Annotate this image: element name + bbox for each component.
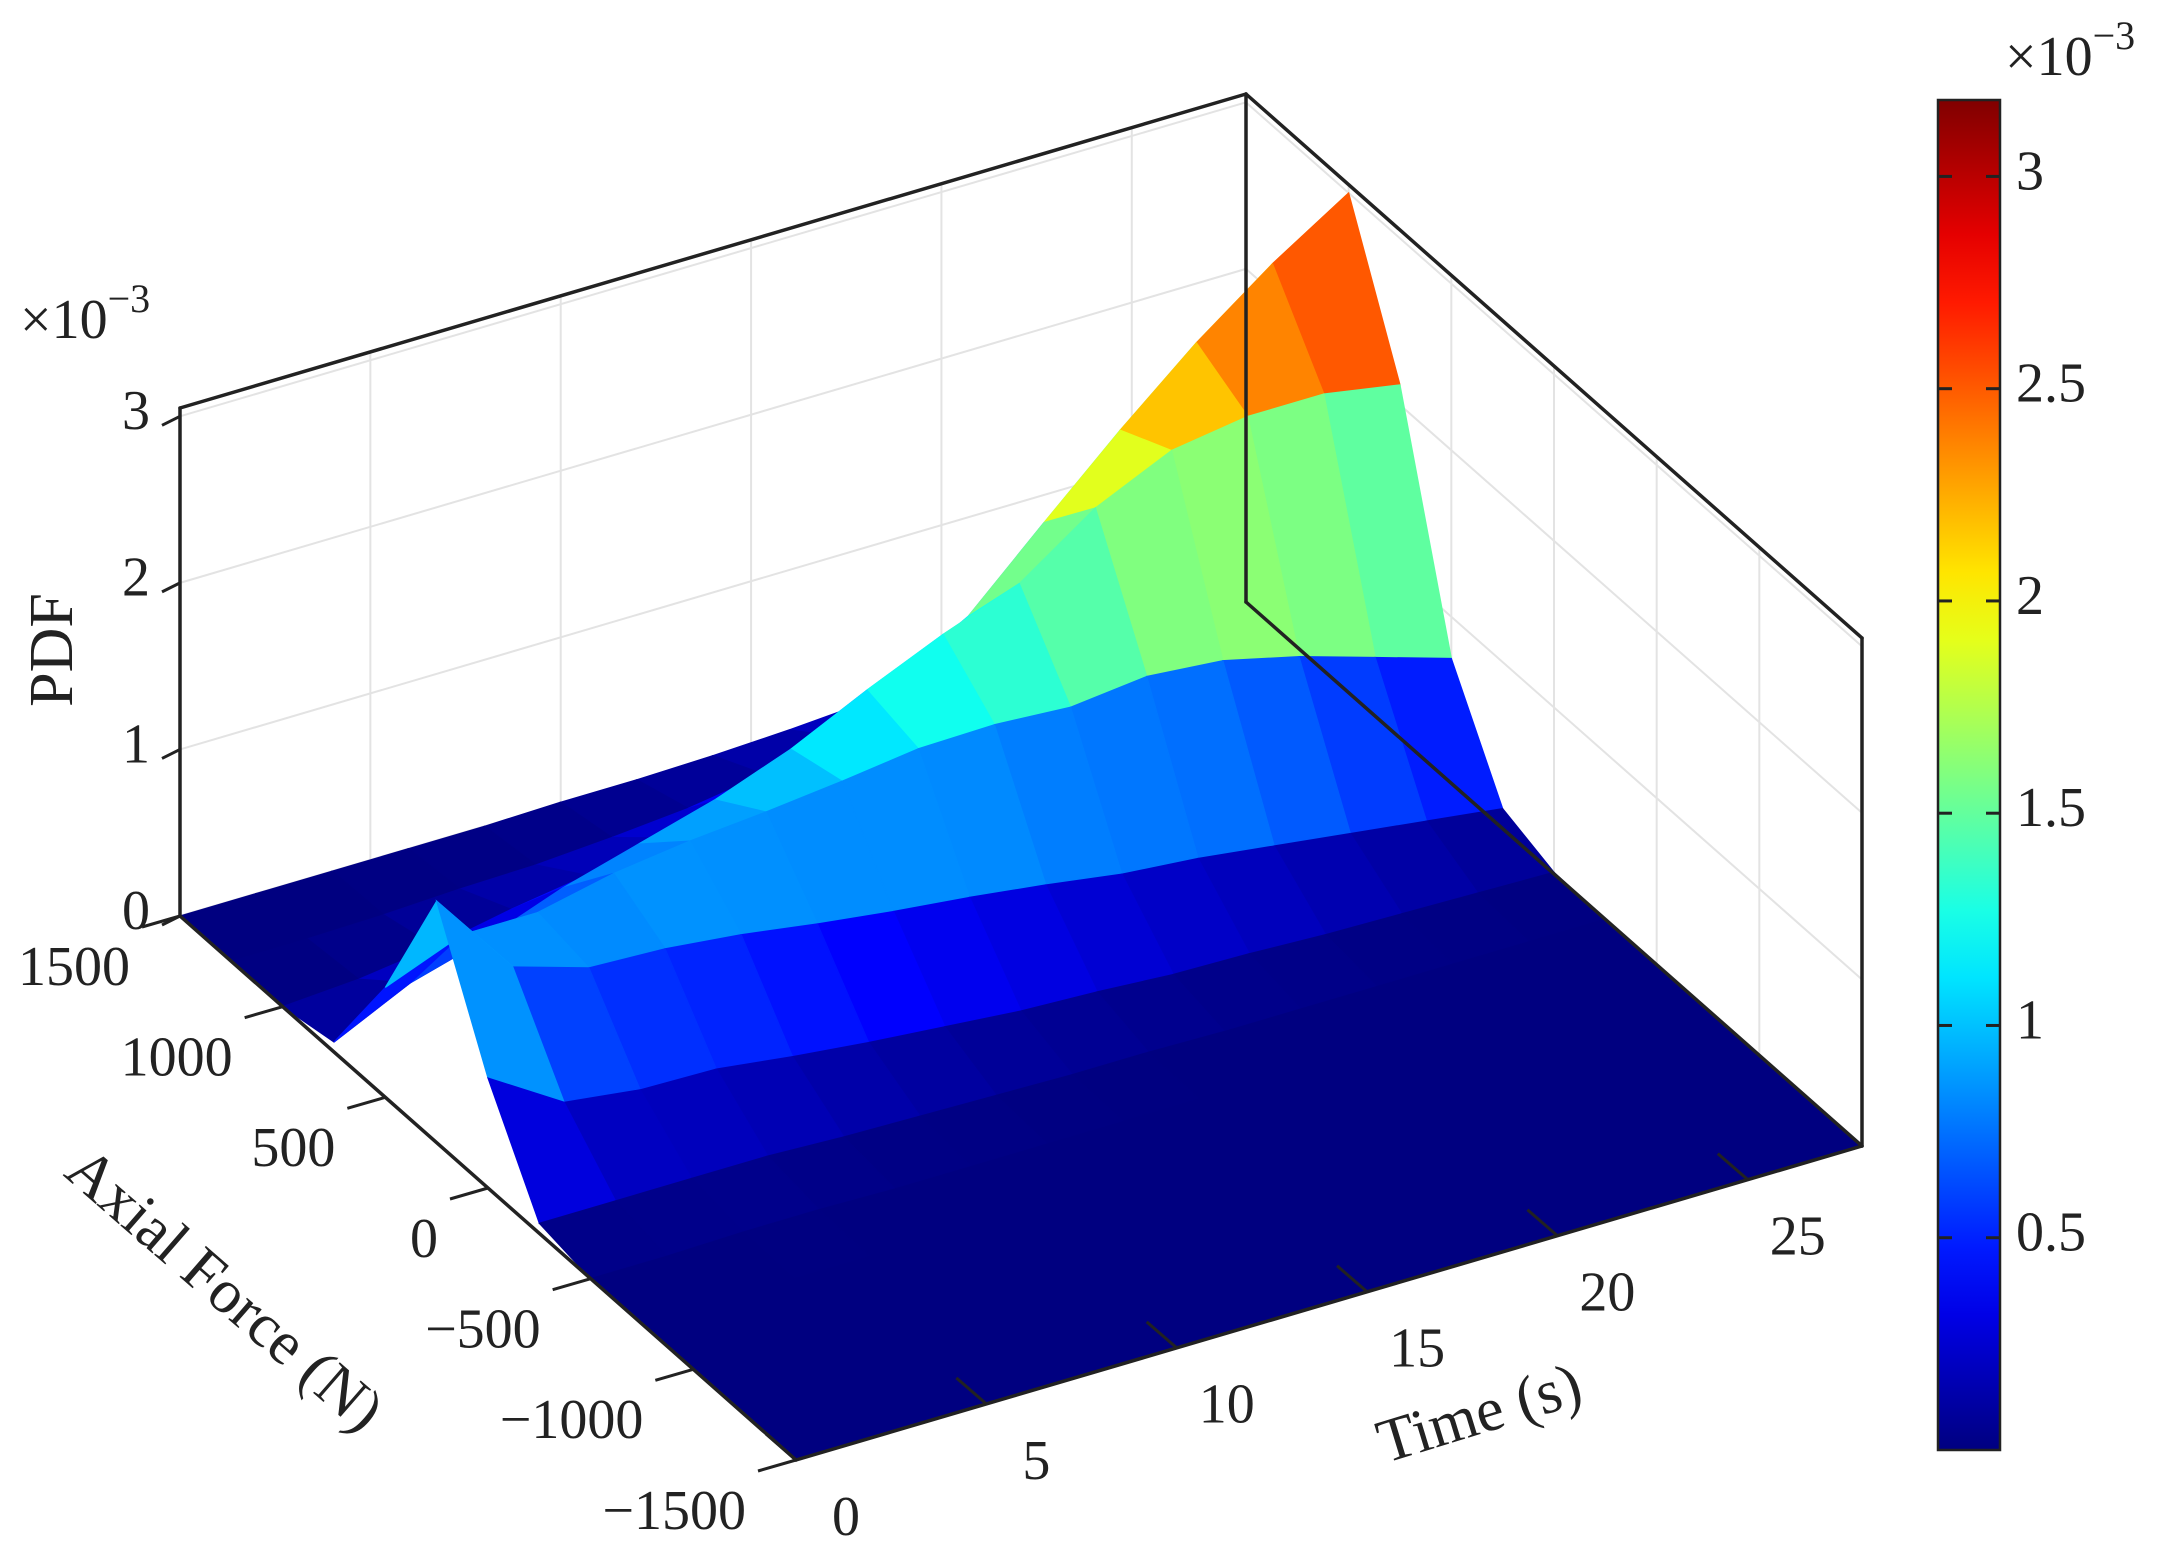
z-grid-line	[179, 434, 1247, 751]
colorbar-scale	[1936, 98, 2002, 1452]
y-tick	[141, 914, 181, 929]
colorbar-multiplier: ×10−3	[2005, 13, 2135, 88]
colorbar-tick-label: 3	[2016, 140, 2044, 202]
x-tick-label: 0	[832, 1486, 860, 1548]
y-tick-label: 1500	[18, 936, 130, 998]
z-grid-line	[179, 101, 1247, 418]
z-tick-label: 0	[122, 880, 150, 942]
z-multiplier-base: ×10	[20, 289, 108, 351]
z-multiplier: ×10−3	[20, 276, 150, 351]
z-tick-label: 3	[122, 380, 150, 442]
colorbar-tick-label: 2	[2016, 565, 2044, 627]
x-tick-label: 25	[1770, 1205, 1826, 1267]
y-tick	[244, 1005, 284, 1020]
y-tick-label: −500	[425, 1299, 541, 1361]
y-tick	[449, 1186, 489, 1201]
colorbar-tick-label: 1.5	[2016, 777, 2086, 839]
x-tick	[955, 1376, 988, 1406]
z-multiplier-exponent: −3	[108, 276, 151, 321]
surface	[178, 191, 1864, 1461]
y-axis-label: Axial Force (N)	[53, 1134, 396, 1445]
axis-edge	[1244, 92, 1864, 640]
x-tick-label: 5	[1022, 1430, 1050, 1492]
colorbar-tick-label: 0.5	[2016, 1202, 2086, 1264]
x-tick-label: 15	[1389, 1318, 1445, 1380]
axis-edge	[1244, 600, 1864, 1148]
z-tick-label: 2	[122, 547, 150, 609]
x-tick	[1336, 1264, 1369, 1293]
z-axis-label: PDF	[18, 593, 86, 707]
x-tick	[1145, 1320, 1178, 1349]
y-tick-label: −1500	[602, 1480, 746, 1542]
x-tick	[1716, 1152, 1749, 1181]
z-tick	[161, 748, 181, 760]
colorbar-tick-label: 1	[2016, 989, 2044, 1051]
colorbar-multiplier-exponent: −3	[2093, 13, 2136, 58]
x-tick	[1526, 1208, 1559, 1237]
colorbar-tick-label: 2.5	[2016, 353, 2086, 415]
y-tick	[757, 1458, 797, 1473]
y-tick	[552, 1277, 592, 1292]
axis-edge	[178, 92, 1248, 410]
x-tick	[765, 1432, 797, 1462]
y-tick-label: −1000	[500, 1389, 644, 1451]
y-tick-label: 0	[410, 1208, 438, 1270]
x-tick-label: 20	[1579, 1262, 1635, 1324]
z-tick	[161, 414, 181, 427]
x-tick-label: 10	[1199, 1374, 1255, 1436]
z-grid-line	[179, 267, 1247, 584]
y-tick-label: 500	[251, 1117, 335, 1179]
z-tick	[161, 581, 181, 594]
z-tick-label: 1	[122, 713, 150, 775]
y-tick-label: 1000	[121, 1027, 233, 1089]
axis-edge	[794, 1144, 1864, 1462]
colorbar-multiplier-base: ×10	[2005, 26, 2093, 88]
y-tick	[654, 1367, 694, 1382]
y-tick	[346, 1095, 386, 1110]
colorbar: 0.5 1 1.5 2 2.5 3	[1936, 98, 2086, 1452]
